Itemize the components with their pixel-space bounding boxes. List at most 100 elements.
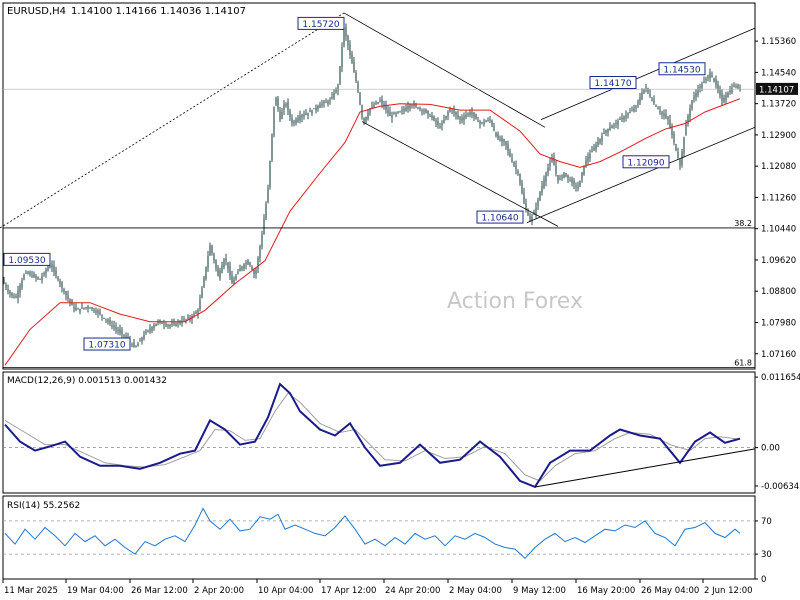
current-price-label: 1.14107 <box>759 85 794 95</box>
candle-body <box>389 111 391 116</box>
candle-body <box>125 335 127 339</box>
time-tick-label: 9 May 12:00 <box>513 586 566 596</box>
price-tick-label: 1.07160 <box>761 350 796 360</box>
time-tick-label: 24 Apr 20:00 <box>385 586 440 596</box>
candles-group <box>3 23 741 348</box>
trend-line <box>526 126 756 223</box>
macd-signal-line <box>4 392 741 482</box>
candle-body <box>237 272 239 274</box>
candle-body <box>659 110 661 113</box>
price-tick-label: 1.11260 <box>761 193 796 203</box>
candle-body <box>647 88 649 93</box>
candle-body <box>635 106 637 108</box>
candle-body <box>287 102 289 111</box>
candle-body <box>737 84 739 88</box>
candle-body <box>155 323 157 327</box>
candle-body <box>437 121 439 125</box>
candle-body <box>329 100 331 102</box>
candle-body <box>477 121 479 123</box>
candle-body <box>143 334 145 339</box>
candle-body <box>421 109 423 111</box>
candle-body <box>485 121 487 123</box>
ohlc-label: 1.14100 1.14166 1.14036 1.14107 <box>71 6 246 17</box>
candle-body <box>21 280 23 287</box>
candle-body <box>43 273 45 275</box>
candle-body <box>57 277 59 280</box>
candle-body <box>223 259 225 267</box>
candle-body <box>543 179 545 188</box>
candle-body <box>227 262 229 269</box>
candle-body <box>735 86 737 88</box>
candle-body <box>377 102 379 104</box>
candle-body <box>289 110 291 117</box>
candle-body <box>509 151 511 157</box>
candle-body <box>663 113 665 116</box>
candle-body <box>539 192 541 200</box>
rsi-tick-label: 30 <box>761 550 772 560</box>
candle-body <box>51 264 53 268</box>
candle-body <box>541 185 543 193</box>
candle-body <box>583 165 585 175</box>
candle-body <box>255 269 257 274</box>
candle-body <box>105 318 107 320</box>
candle-body <box>401 110 403 112</box>
candle-body <box>109 319 111 324</box>
candle-body <box>245 262 247 265</box>
candle-body <box>187 317 189 319</box>
candle-body <box>581 173 583 179</box>
candle-body <box>577 186 579 189</box>
candle-body <box>271 133 273 160</box>
price-tick-label: 1.14540 <box>761 68 796 78</box>
candle-body <box>235 275 237 280</box>
candle-body <box>457 115 459 118</box>
candle-body <box>185 319 187 321</box>
candle-body <box>61 282 63 288</box>
candle-body <box>729 90 731 93</box>
candle-body <box>205 266 207 279</box>
price-annotation-box <box>3 252 51 266</box>
fib-level-label: 38.2 <box>734 219 752 228</box>
candle-body <box>613 124 615 126</box>
candle-body <box>341 46 343 67</box>
candle-body <box>545 173 547 182</box>
candle-body <box>727 92 729 98</box>
candle-body <box>559 178 561 180</box>
candle-body <box>375 103 377 105</box>
candle-body <box>107 320 109 322</box>
candle-body <box>507 144 509 151</box>
watermark: Action Forex <box>447 289 583 314</box>
candle-body <box>69 298 71 303</box>
candle-body <box>413 103 415 106</box>
candle-body <box>221 265 223 273</box>
candle-body <box>739 89 741 91</box>
candle-body <box>445 115 447 119</box>
candle-body <box>451 109 453 111</box>
candle-body <box>363 117 365 122</box>
candle-body <box>13 296 15 298</box>
candle-body <box>575 185 577 187</box>
candle-body <box>717 84 719 91</box>
candle-body <box>139 340 141 342</box>
candle-body <box>617 121 619 125</box>
candle-body <box>465 115 467 118</box>
price-tick-label: 1.12080 <box>761 162 796 172</box>
candle-body <box>531 216 533 220</box>
candle-body <box>307 112 309 116</box>
candle-body <box>11 292 13 296</box>
rsi-frame <box>2 495 756 580</box>
price-annotation-label: 1.15720 <box>302 20 339 30</box>
candle-body <box>685 123 687 136</box>
candle-body <box>253 269 255 274</box>
candle-body <box>689 108 691 118</box>
candle-body <box>299 115 301 121</box>
candle-body <box>683 137 685 154</box>
candle-body <box>267 188 269 203</box>
candle-body <box>467 113 469 115</box>
candle-body <box>251 266 253 270</box>
time-axis: 11 Mar 2025 19 Mar 04:00 26 Mar 12:00 2 Apr… <box>2 579 753 596</box>
price-annotation-box <box>622 155 670 169</box>
macd-tick-label: -0.006345 <box>761 482 800 492</box>
candle-body <box>395 113 397 115</box>
candle-body <box>641 93 643 100</box>
candle-body <box>337 85 339 91</box>
